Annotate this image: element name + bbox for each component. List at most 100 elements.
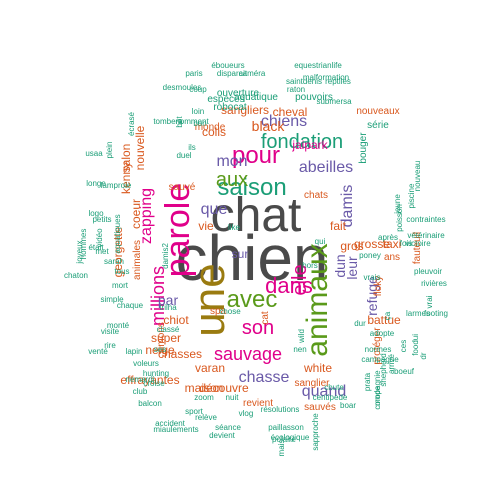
cloud-word: normes	[364, 345, 392, 354]
cloud-word: plein	[105, 141, 114, 159]
cloud-word: nen	[293, 345, 307, 354]
cloud-word: desmoules	[162, 83, 202, 92]
cloud-word: quand	[301, 383, 347, 400]
cloud-word: saison	[217, 174, 287, 201]
cloud-word: trilha	[159, 303, 177, 312]
cloud-word: dr	[419, 352, 428, 360]
cloud-word: relève	[195, 413, 217, 422]
cloud-word: simple	[100, 295, 124, 304]
cloud-word: revient	[242, 398, 274, 409]
cloud-word: maison	[184, 381, 224, 395]
cloud-word: chiot	[163, 313, 189, 327]
cloud-word: wild	[297, 329, 306, 343]
cloud-word: chasses	[157, 347, 203, 361]
cloud-word: son	[241, 317, 275, 339]
cloud-word: vétérinaire	[407, 231, 445, 240]
cloud-word: boar	[339, 401, 357, 410]
cloud-word: cat	[260, 311, 271, 325]
cloud-word: ces	[399, 339, 408, 353]
cloud-word: black	[251, 118, 285, 134]
cloud-word: accident	[155, 419, 185, 428]
cloud-word: ses	[153, 345, 167, 354]
cloud-word: effrayantes	[120, 373, 180, 387]
cloud-word: sur	[231, 247, 249, 261]
cloud-word: salon	[119, 143, 133, 173]
cloud-word: coup	[189, 85, 207, 94]
cloud-word: monde	[194, 122, 226, 133]
cloud-word: raton	[286, 85, 306, 94]
cloud-word: lamproie	[100, 181, 132, 190]
cloud-word: sauvés	[304, 402, 336, 413]
cloud-word: coeur	[129, 198, 143, 230]
cloud-word: centipede	[312, 393, 348, 402]
cloud-word: tous	[114, 267, 130, 276]
cloud-word: ans	[383, 252, 401, 263]
cloud-word: zoom	[194, 393, 214, 402]
cloud-word: chaque	[116, 301, 144, 310]
cloud-word: résolutions	[260, 405, 300, 414]
cloud-word: mais	[277, 439, 286, 457]
cloud-word: paillasson	[268, 423, 304, 432]
cloud-word: après	[377, 233, 399, 242]
cloud-word: white	[303, 361, 333, 375]
cloud-word: damis2	[161, 243, 170, 269]
cloud-word: aquatique	[234, 92, 278, 103]
cloud-word: vie	[198, 219, 214, 233]
cloud-word: devient	[209, 431, 235, 440]
cloud-word: neige	[145, 343, 175, 357]
cloud-word: séance	[215, 423, 241, 432]
cloud-word: dun	[332, 254, 348, 278]
cloud-word: aux	[215, 169, 249, 191]
cloud-word: éboueurs	[211, 61, 245, 70]
cloud-word: tombera	[153, 117, 183, 126]
cloud-word: mort	[112, 281, 128, 290]
cloud-word: avec	[226, 286, 278, 313]
cloud-word: arrivé	[387, 353, 396, 375]
cloud-word: contraintes	[406, 215, 446, 224]
cloud-word: hommes	[79, 228, 88, 260]
cloud-word: chute	[324, 383, 344, 392]
cloud-word: découvre	[199, 381, 249, 395]
cloud-word: polaire	[271, 435, 297, 444]
cloud-word: visite	[100, 327, 120, 336]
cloud-word: pouvoirs	[295, 92, 333, 103]
cloud-word: sangliers	[220, 103, 270, 117]
cloud-word: sapproche	[311, 413, 320, 451]
cloud-word: colis	[201, 125, 227, 139]
cloud-word: sauvé	[168, 182, 196, 193]
cloud-word: ouverture	[216, 88, 260, 99]
cloud-word: mon	[216, 153, 248, 170]
cloud-word: like	[227, 223, 241, 232]
cloud-word: rire	[104, 341, 116, 350]
cloud-word: balcon	[138, 399, 162, 408]
cloud-word: abeilles	[298, 159, 354, 176]
cloud-word: jaipark	[292, 138, 328, 152]
cloud-word: voleurs	[133, 359, 159, 368]
cloud-word: chien	[175, 222, 329, 294]
cloud-word: sarah	[103, 257, 125, 266]
cloud-word: campagne	[361, 355, 399, 364]
cloud-word: met	[95, 247, 109, 256]
cloud-word: equestrianlife	[294, 61, 342, 70]
cloud-word: larmes	[405, 309, 431, 318]
cloud-word: super	[150, 331, 182, 345]
cloud-word: bon	[193, 119, 207, 128]
cloud-word: pour	[231, 142, 281, 169]
cloud-word: vlog	[238, 409, 254, 418]
cloud-word: ça	[383, 311, 392, 321]
cloud-word: fondation	[260, 131, 344, 153]
cloud-word: chats	[304, 190, 328, 201]
cloud-word: dans	[265, 273, 313, 298]
cloud-word: mode	[373, 385, 382, 407]
cloud-word: varan	[194, 361, 226, 375]
cloud-word: nemardi	[125, 375, 155, 384]
cloud-word: robocat	[213, 102, 247, 113]
cloud-word: chose	[219, 307, 241, 316]
cloud-word: submersa	[316, 97, 352, 106]
cloud-word: especes	[207, 94, 245, 105]
cloud-word: chiens	[260, 113, 308, 130]
cloud-word: boeuf	[393, 367, 415, 376]
cloud-word: paris	[185, 69, 203, 78]
cloud-word: victoire	[405, 239, 431, 248]
